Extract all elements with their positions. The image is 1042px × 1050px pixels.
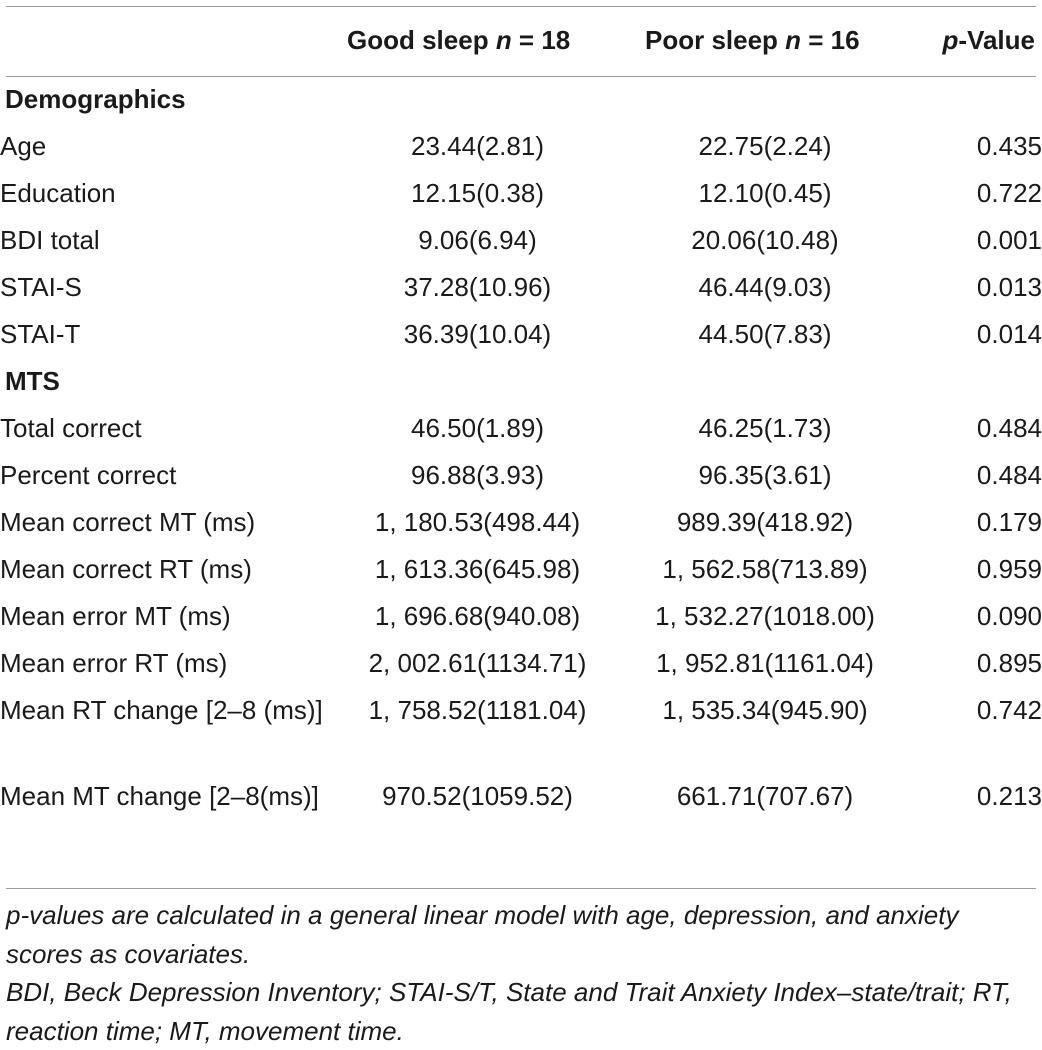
table-row: Total correct 46.50(1.89) 46.25(1.73) 0.…	[0, 405, 1042, 452]
row-label: STAI-T	[0, 319, 81, 349]
header-good-n: n	[495, 25, 512, 55]
poor-sleep-value: 22.75(2.24)	[698, 131, 832, 161]
table-row: Mean error MT (ms) 1, 696.68(940.08) 1, …	[0, 593, 1042, 640]
table-row: Percent correct 96.88(3.93) 96.35(3.61) …	[0, 452, 1042, 499]
poor-sleep-value: 12.10(0.45)	[698, 178, 832, 208]
section-title: MTS	[5, 366, 60, 396]
poor-sleep-value: 46.25(1.73)	[698, 413, 832, 443]
table-row: Mean MT change [2–8(ms)] 970.52(1059.52)…	[0, 773, 1042, 859]
row-label: BDI total	[0, 225, 100, 255]
good-sleep-value: 36.39(10.04)	[403, 319, 552, 349]
p-value: 0.484	[976, 413, 1042, 443]
p-value: 0.090	[976, 601, 1042, 631]
poor-sleep-value: 661.71(707.67)	[676, 781, 854, 811]
header-p-suffix: -Value	[958, 25, 1035, 55]
poor-sleep-value: 96.35(3.61)	[698, 460, 832, 490]
table-row: STAI-S 37.28(10.96) 46.44(9.03) 0.013	[0, 264, 1042, 311]
header-poor-sleep: Poor sleep n = 16	[615, 0, 915, 76]
row-label: Mean error MT (ms)	[0, 601, 231, 631]
header-poor-prefix: Poor sleep	[645, 25, 786, 55]
good-sleep-value: 970.52(1059.52)	[382, 781, 573, 811]
header-good-prefix: Good sleep	[347, 25, 496, 55]
p-value: 0.435	[976, 131, 1042, 161]
poor-sleep-value: 46.44(9.03)	[698, 272, 832, 302]
row-label: Mean correct RT (ms)	[0, 554, 252, 584]
p-value: 0.213	[976, 781, 1042, 811]
p-value: 0.014	[976, 319, 1042, 349]
table-row: Mean error RT (ms) 2, 002.61(1134.71) 1,…	[0, 640, 1042, 687]
section-row-demographics: Demographics	[0, 76, 1042, 123]
section-row-mts: MTS	[0, 358, 1042, 405]
p-value: 0.001	[976, 225, 1042, 255]
row-label: Education	[0, 178, 116, 208]
row-label: Total correct	[0, 413, 142, 443]
good-sleep-value: 23.44(2.81)	[411, 131, 544, 161]
good-sleep-value: 37.28(10.96)	[403, 272, 552, 302]
table-row: Education 12.15(0.38) 12.10(0.45) 0.722	[0, 170, 1042, 217]
poor-sleep-value: 1, 532.27(1018.00)	[655, 601, 875, 631]
header-p-italic: p	[942, 25, 959, 55]
row-label: Age	[0, 131, 47, 161]
p-value: 0.013	[976, 272, 1042, 302]
poor-sleep-value: 1, 535.34(945.90)	[662, 695, 868, 725]
row-label: STAI-S	[0, 272, 82, 302]
poor-sleep-value: 1, 952.81(1161.04)	[656, 648, 874, 678]
row-label: Mean RT change [2–8 (ms)]	[0, 695, 323, 725]
header-good-suffix: = 18	[511, 25, 571, 55]
poor-sleep-value: 20.06(10.48)	[691, 225, 839, 255]
p-value: 0.179	[976, 507, 1042, 537]
table-footnotes: p-values are calculated in a general lin…	[6, 896, 1040, 1050]
table-row: BDI total 9.06(6.94) 20.06(10.48) 0.001	[0, 217, 1042, 264]
table-row: Mean RT change [2–8 (ms)] 1, 758.52(1181…	[0, 687, 1042, 773]
poor-sleep-value: 44.50(7.83)	[698, 319, 832, 349]
p-value: 0.895	[976, 648, 1042, 678]
footnote-p-values: p-values are calculated in a general lin…	[6, 900, 959, 969]
good-sleep-value: 96.88(3.93)	[411, 460, 544, 490]
good-sleep-value: 9.06(6.94)	[418, 225, 537, 255]
good-sleep-value: 1, 758.52(1181.04)	[368, 695, 587, 725]
p-value: 0.722	[976, 178, 1042, 208]
good-sleep-value: 12.15(0.38)	[411, 178, 544, 208]
header-good-sleep: Good sleep n = 18	[340, 0, 615, 76]
table-row: Mean correct RT (ms) 1, 613.36(645.98) 1…	[0, 546, 1042, 593]
row-label: Mean error RT (ms)	[0, 648, 228, 678]
header-poor-n: n	[785, 25, 802, 55]
header-p-value: p-Value	[915, 0, 1042, 76]
table-row: STAI-T 36.39(10.04) 44.50(7.83) 0.014	[0, 311, 1042, 358]
section-title: Demographics	[5, 84, 186, 114]
row-label: Percent correct	[0, 460, 177, 490]
good-sleep-value: 1, 180.53(498.44)	[374, 507, 581, 537]
p-value: 0.959	[976, 554, 1042, 584]
header-label-empty	[0, 0, 340, 76]
header-poor-suffix: = 16	[801, 25, 860, 55]
table-top-rule	[6, 6, 1036, 7]
p-value: 0.484	[976, 460, 1042, 490]
poor-sleep-value: 989.39(418.92)	[676, 507, 854, 537]
row-label: Mean correct MT (ms)	[0, 507, 256, 537]
results-table: Good sleep n = 18 Poor sleep n = 16 p-Va…	[0, 0, 1042, 859]
good-sleep-value: 1, 613.36(645.98)	[374, 554, 581, 584]
good-sleep-value: 46.50(1.89)	[411, 413, 544, 443]
poor-sleep-value: 1, 562.58(713.89)	[662, 554, 868, 584]
table-header-row: Good sleep n = 18 Poor sleep n = 16 p-Va…	[0, 0, 1042, 76]
table-bottom-rule	[6, 888, 1036, 889]
row-label: Mean MT change [2–8(ms)]	[0, 781, 319, 811]
header-bottom-rule	[6, 76, 1036, 77]
table-row: Mean correct MT (ms) 1, 180.53(498.44) 9…	[0, 499, 1042, 546]
table-row: Age 23.44(2.81) 22.75(2.24) 0.435	[0, 123, 1042, 170]
p-value: 0.742	[976, 695, 1042, 725]
footnote-abbreviations: BDI, Beck Depression Inventory; STAI-S/T…	[6, 977, 1012, 1046]
good-sleep-value: 2, 002.61(1134.71)	[368, 648, 587, 678]
good-sleep-value: 1, 696.68(940.08)	[374, 601, 581, 631]
